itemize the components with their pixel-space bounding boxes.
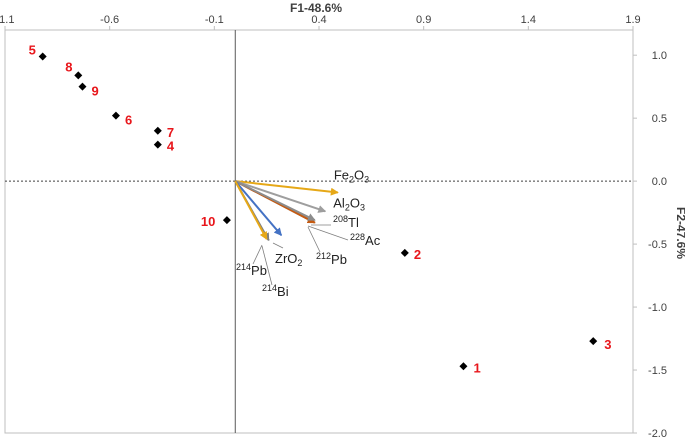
data-point	[222, 216, 231, 225]
point-label: 2	[414, 247, 421, 262]
data-point	[111, 111, 120, 120]
data-point	[589, 337, 598, 346]
y-tick-label: -1.5	[648, 365, 667, 377]
x-tick-label: -1.1	[0, 14, 14, 26]
vector-label: ZrO2	[275, 251, 302, 268]
loading-vector	[234, 180, 327, 213]
vector-label: 214Pb	[236, 262, 267, 278]
vector-label: 212Pb	[316, 251, 347, 267]
point-label: 3	[604, 337, 611, 352]
x-axis-title: F1-48.6%	[290, 1, 342, 15]
x-tick-label: 1.9	[625, 14, 640, 26]
point-label: 7	[167, 125, 174, 140]
x-tick-label: -0.1	[205, 14, 224, 26]
label-leader-line	[272, 242, 284, 249]
y-axis-title: F2-47.6%	[674, 207, 685, 259]
x-tick-label: -0.6	[100, 14, 119, 26]
x-tick-label: 0.4	[311, 14, 326, 26]
loading-vector	[234, 180, 316, 222]
x-tick-label: 1.4	[521, 14, 536, 26]
data-point	[459, 362, 468, 371]
loading-vector	[234, 180, 268, 240]
vector-label: 208Tl	[333, 214, 359, 230]
loading-vector	[234, 180, 283, 237]
y-tick-label: -2.0	[648, 428, 667, 439]
label-leader-line	[307, 226, 321, 253]
data-point	[153, 126, 162, 135]
point-label: 8	[65, 59, 72, 74]
x-tick-label: 0.9	[416, 14, 431, 26]
y-tick-label: 0.0	[652, 176, 667, 188]
loading-vector	[235, 180, 339, 196]
data-point	[74, 71, 83, 80]
vector-label: Al2O3	[333, 195, 365, 212]
vector-label: 228Ac	[350, 232, 381, 248]
data-point	[400, 248, 409, 257]
point-label: 9	[91, 84, 98, 99]
data-point	[153, 140, 162, 149]
label-leader-line	[307, 225, 349, 241]
y-tick-label: 1.0	[652, 50, 667, 62]
point-label: 5	[29, 42, 36, 57]
y-tick-label: 0.5	[652, 113, 667, 125]
point-label: 6	[125, 113, 132, 128]
label-leader-line	[261, 245, 273, 286]
vector-label: 214Bi	[262, 283, 289, 299]
y-tick-label: -0.5	[648, 239, 667, 251]
plot-area	[4, 29, 634, 434]
data-point	[38, 52, 47, 61]
point-label: 10	[201, 214, 215, 229]
point-label: 1	[473, 360, 480, 375]
vector-label: Fe2O3	[334, 167, 369, 184]
label-leader-line	[252, 244, 263, 265]
data-point	[78, 82, 87, 91]
y-tick-label: -1.0	[648, 302, 667, 314]
point-label: 4	[167, 139, 175, 154]
